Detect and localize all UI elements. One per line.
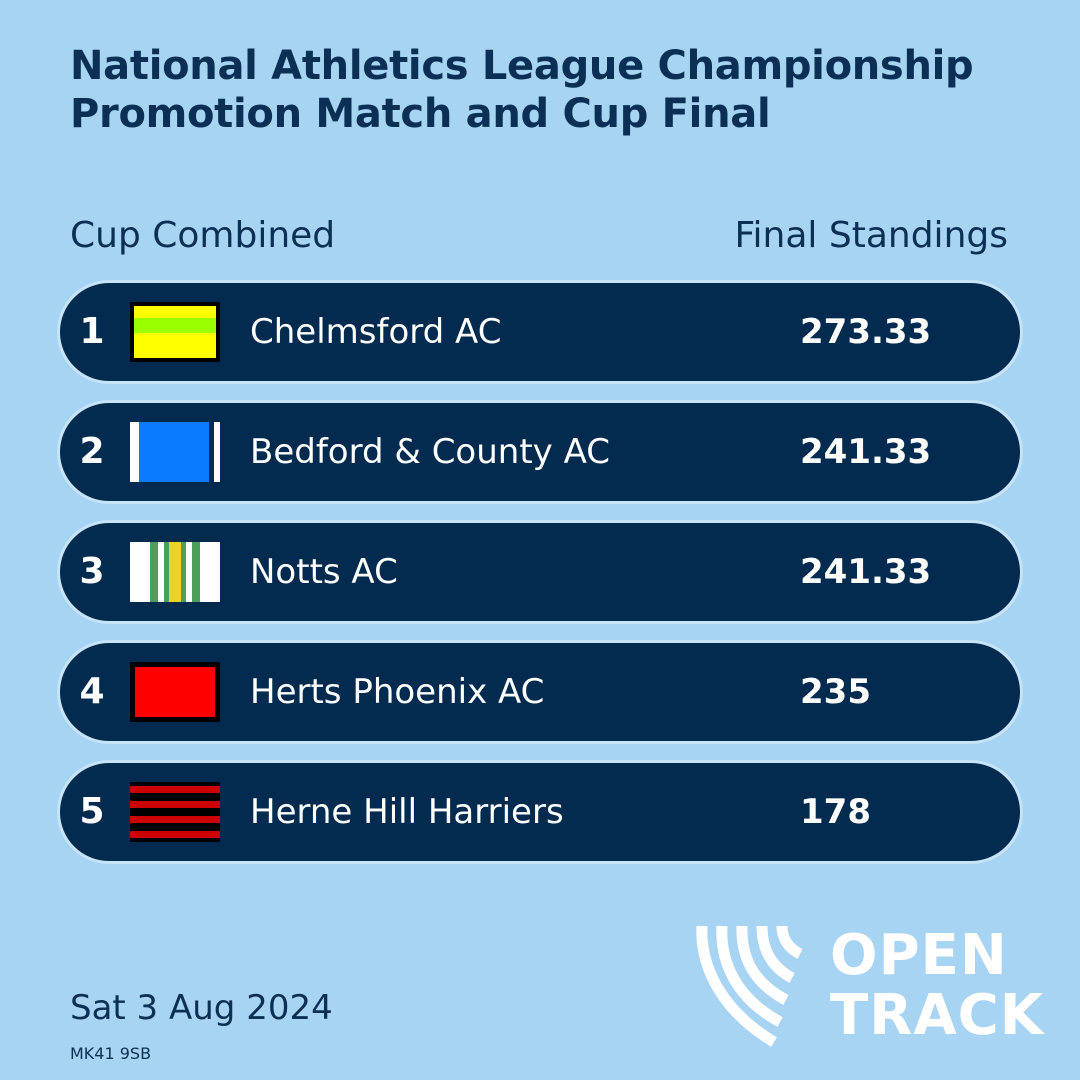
standings-row: 5 Herne Hill Harriers 178	[60, 763, 1020, 861]
rank-number: 4	[79, 671, 105, 712]
logo-word-open: OPEN	[830, 923, 1008, 988]
opentrack-logo-icon	[696, 925, 803, 1047]
standings-row: 1 Chelmsford AC 273.33	[60, 283, 1020, 381]
team-score: 178	[800, 792, 871, 832]
rank-number: 3	[79, 551, 105, 592]
standings-label: Final Standings	[734, 215, 1008, 256]
herne-hill-colours-flag-icon	[130, 782, 220, 842]
standings-row: 4 Herts Phoenix AC 235	[60, 643, 1020, 741]
event-postcode: MK41 9SB	[70, 1044, 152, 1063]
competition-label: Cup Combined	[70, 215, 336, 256]
team-score: 241.33	[800, 432, 932, 472]
title-line-2: Promotion Match and Cup Final	[70, 91, 771, 137]
standings-row: 2 Bedford & County AC 241.33	[60, 403, 1020, 501]
logo-word-track: TRACK	[830, 983, 1045, 1048]
notts-colours-flag-icon	[130, 542, 220, 602]
team-name: Notts AC	[250, 552, 398, 592]
event-date: Sat 3 Aug 2024	[70, 988, 333, 1028]
herts-phoenix-colours-flag-icon	[130, 662, 220, 722]
team-name: Chelmsford AC	[250, 312, 502, 352]
standings-row: 3 Notts AC 241.33	[60, 523, 1020, 621]
team-name: Herne Hill Harriers	[250, 792, 564, 832]
team-name: Bedford & County AC	[250, 432, 610, 472]
rank-number: 2	[79, 431, 105, 472]
team-score: 235	[800, 672, 871, 712]
team-score: 273.33	[800, 312, 932, 352]
page-title: National Athletics League Championship P…	[70, 42, 1030, 138]
rank-number: 1	[79, 311, 105, 352]
chelmsford-colours-flag-icon	[130, 302, 220, 362]
bedford-colours-flag-icon	[130, 422, 220, 482]
rank-number: 5	[79, 791, 105, 832]
opentrack-logo: OPEN TRACK	[694, 924, 1046, 1048]
title-line-1: National Athletics League Championship	[70, 43, 974, 89]
team-name: Herts Phoenix AC	[250, 672, 545, 712]
team-score: 241.33	[800, 552, 932, 592]
